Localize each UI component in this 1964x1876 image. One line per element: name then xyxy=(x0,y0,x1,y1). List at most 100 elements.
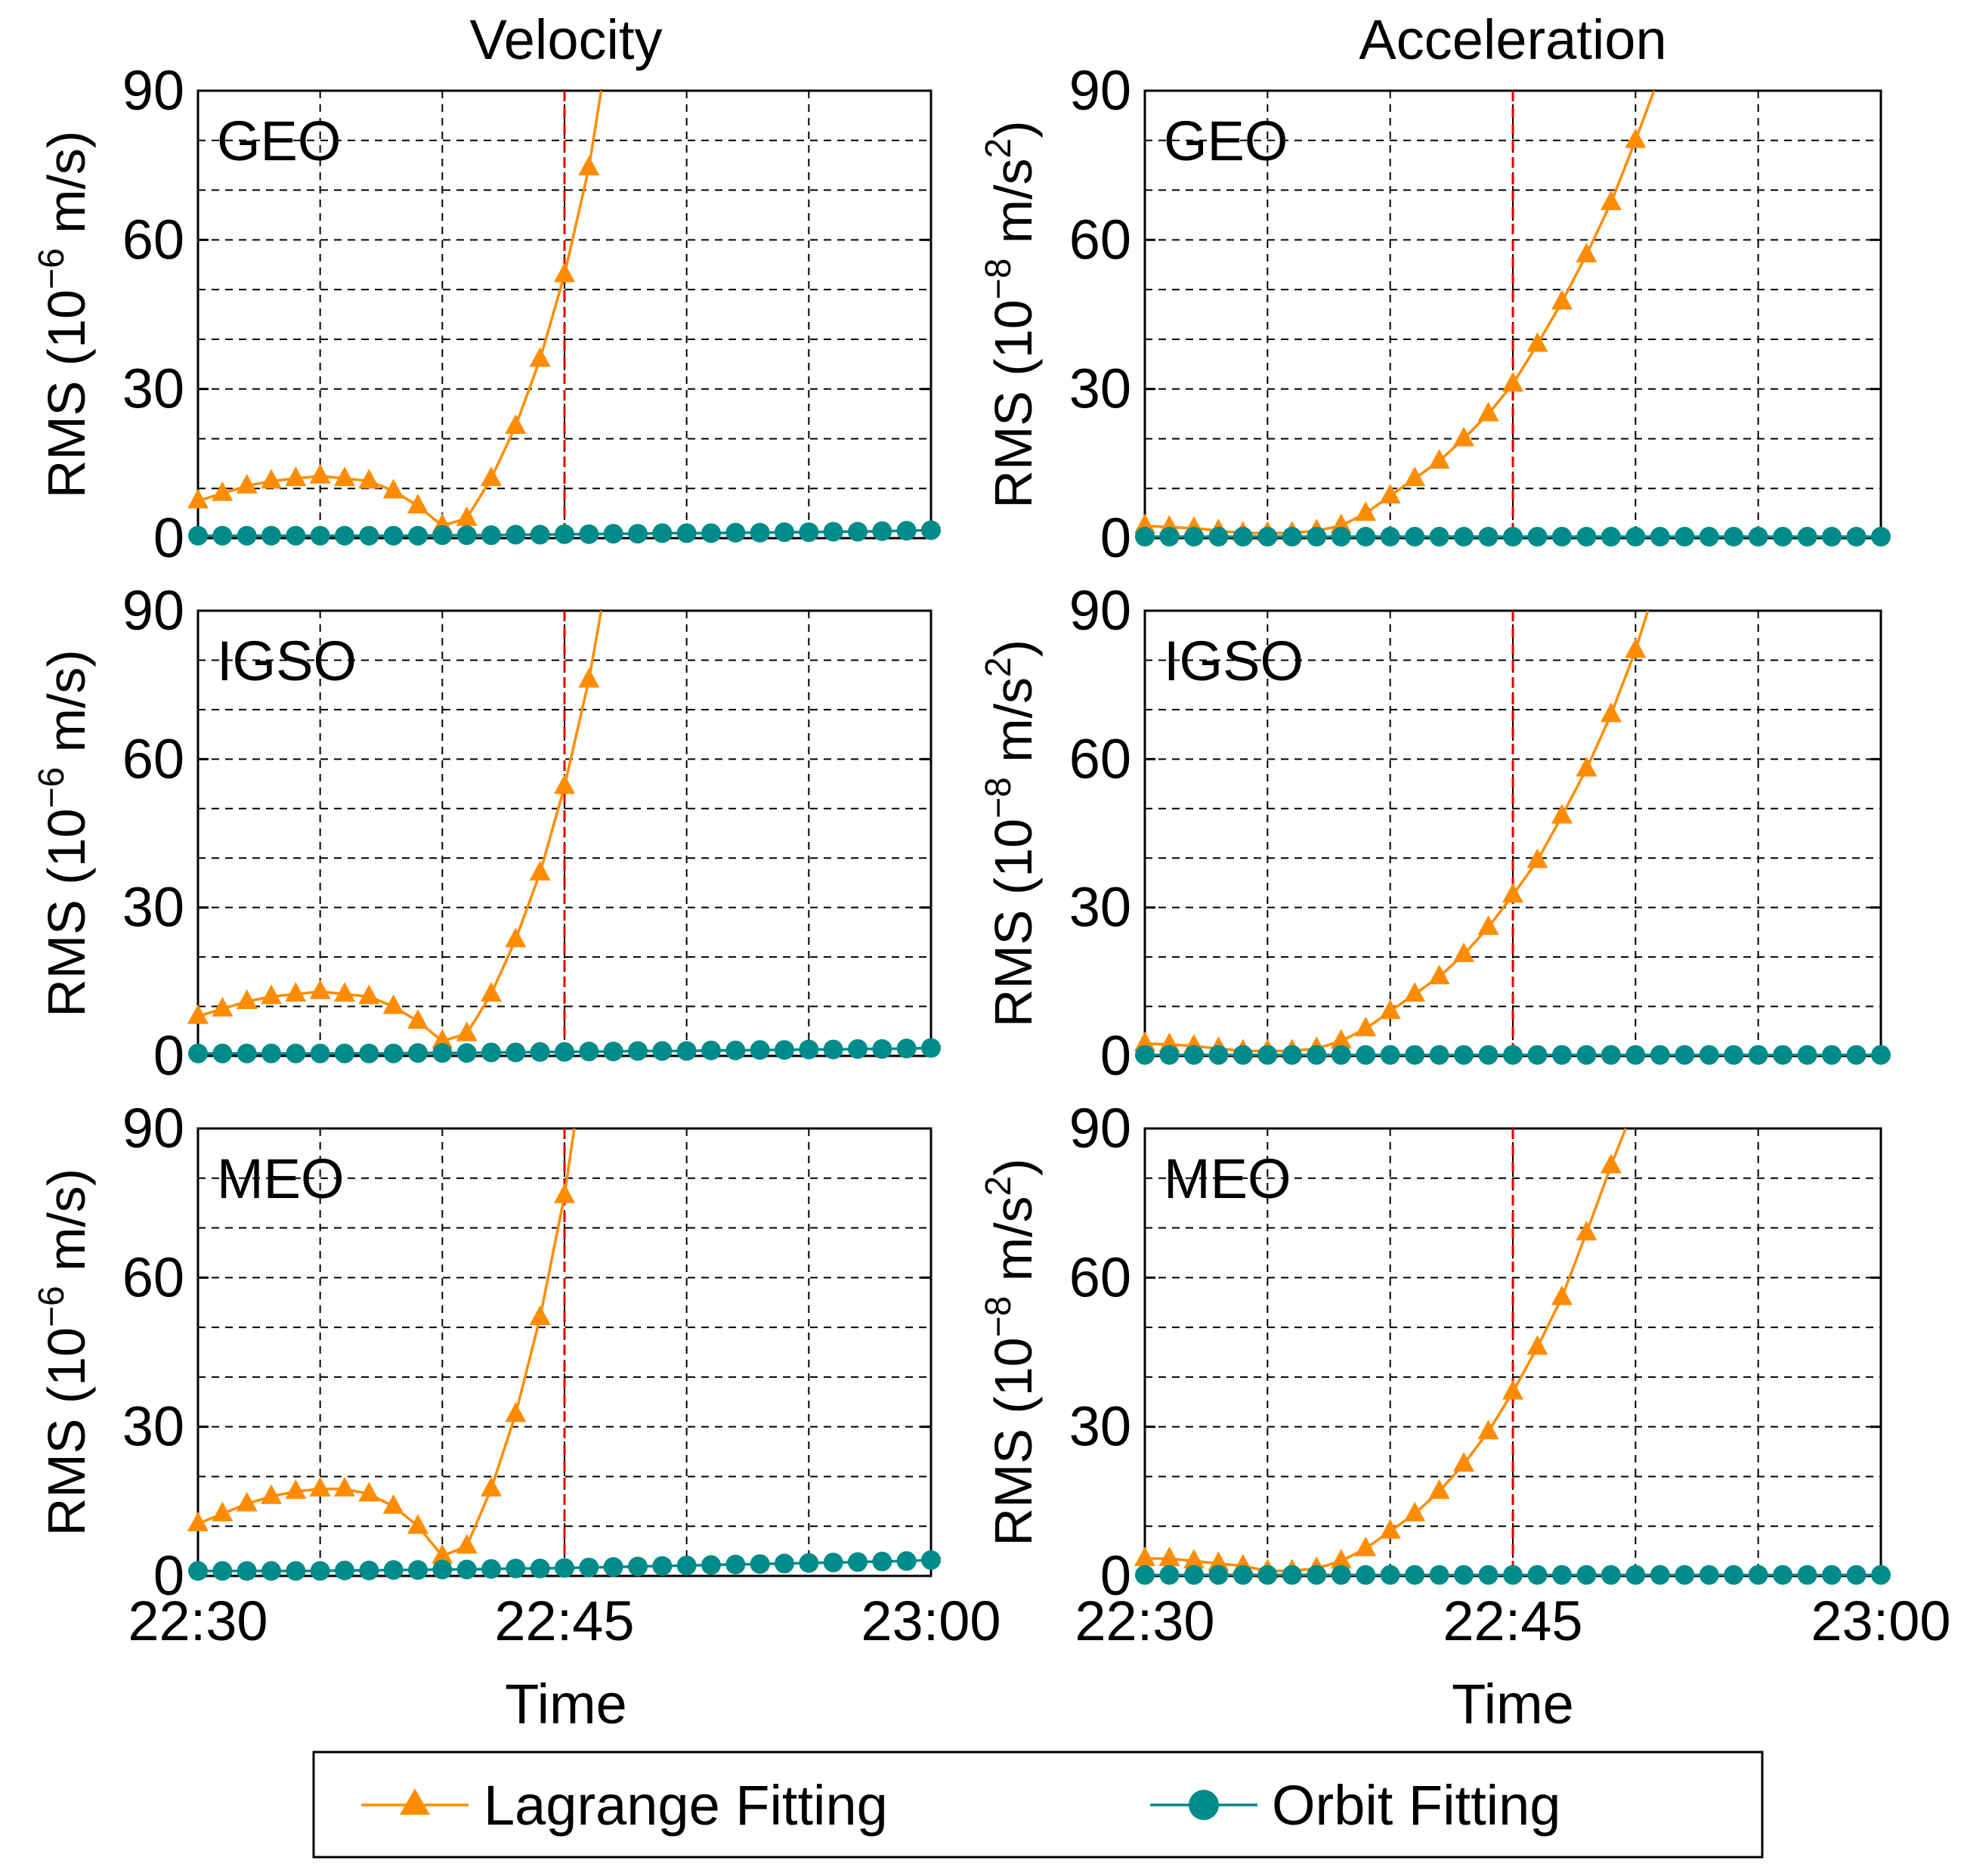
velocity-meo-orbit-point xyxy=(432,1559,453,1580)
velocity-igso-satellite-label: IGSO xyxy=(217,630,357,692)
acceleration-igso-orbit-point xyxy=(1257,1045,1278,1065)
acceleration-meo-lagrange-point xyxy=(1134,1546,1155,1566)
velocity-geo-orbit-point xyxy=(725,522,746,543)
acceleration-geo-ylabel-base: RMS (10 xyxy=(984,299,1043,508)
velocity-meo-orbit-point xyxy=(579,1557,599,1577)
acceleration-geo-lagrange-line xyxy=(1145,91,1656,535)
velocity-geo-orbit-point xyxy=(212,525,233,546)
velocity-geo-ylabel-base: RMS (10 xyxy=(37,289,96,498)
acceleration-igso-lagrange-line xyxy=(1145,611,1650,1053)
acceleration-geo-orbit-point xyxy=(1797,527,1817,547)
legend-box xyxy=(312,1751,1764,1859)
acceleration-igso-orbit-point xyxy=(1650,1045,1670,1065)
velocity-igso-lagrange-point xyxy=(187,1004,209,1024)
x-axis-title-acceleration: Time xyxy=(1452,1673,1574,1735)
acceleration-igso-ylabel-unit-exp: 2 xyxy=(979,657,1019,677)
velocity-geo-ytick-label: 90 xyxy=(122,59,184,122)
column-title-acceleration: Acceleration xyxy=(1359,8,1666,71)
acceleration-meo-ylabel-unit: m/s xyxy=(984,1196,1043,1296)
acceleration-meo-orbit-point xyxy=(1331,1565,1351,1585)
velocity-igso-lagrange-point xyxy=(407,1009,428,1029)
velocity-igso-lagrange-point xyxy=(309,979,331,999)
acceleration-igso-satellite-label: IGSO xyxy=(1164,630,1304,692)
velocity-meo-orbit-point xyxy=(408,1560,428,1580)
acceleration-meo-orbit-point xyxy=(1527,1565,1548,1585)
velocity-igso-lagrange-point xyxy=(505,927,527,948)
acceleration-igso-ylabel: RMS (10−8 m/s2) xyxy=(979,639,1043,1027)
velocity-geo-orbit-point xyxy=(261,525,281,546)
acceleration-geo-lagrange-point xyxy=(1551,289,1573,310)
acceleration-meo-lagrange-point xyxy=(1551,1285,1573,1305)
acceleration-meo-xtick-label: 22:30 xyxy=(1075,1590,1214,1652)
acceleration-geo-ylabel-unit: m/s xyxy=(984,158,1043,258)
velocity-meo-orbit-point xyxy=(383,1560,404,1580)
velocity-igso-lagrange-point xyxy=(578,667,600,688)
velocity-geo-orbit-point xyxy=(432,525,453,546)
acceleration-meo-lagrange-point xyxy=(1526,1335,1548,1355)
acceleration-igso-orbit-point xyxy=(1503,1045,1523,1065)
velocity-meo-orbit-point xyxy=(212,1561,233,1581)
acceleration-igso-orbit-point xyxy=(1380,1045,1400,1065)
acceleration-meo-ytick-label: 30 xyxy=(1069,1395,1131,1458)
acceleration-igso-lagrange-point xyxy=(1355,1017,1377,1037)
acceleration-geo-panel: 0 30 60 90 RMS (10−8 m/s2) GEO xyxy=(979,59,1891,569)
velocity-geo-lagrange-point xyxy=(309,463,331,484)
velocity-geo-orbit-point xyxy=(652,523,673,543)
acceleration-igso-orbit-point xyxy=(1846,1045,1867,1065)
acceleration-igso-orbit-point xyxy=(1699,1045,1719,1065)
velocity-meo-lagrange-point xyxy=(261,1484,282,1504)
velocity-igso-orbit-point xyxy=(335,1043,354,1063)
velocity-igso-orbit-point xyxy=(676,1041,697,1061)
velocity-meo-lagrange-point xyxy=(358,1481,380,1502)
velocity-geo-orbit-point xyxy=(896,521,917,541)
acceleration-geo-ytick-label: 90 xyxy=(1069,59,1131,122)
acceleration-meo-orbit-point xyxy=(1503,1565,1523,1585)
velocity-igso-orbit-point xyxy=(823,1039,843,1060)
acceleration-geo-orbit-point xyxy=(1380,527,1400,547)
velocity-igso-orbit-point xyxy=(652,1041,673,1061)
acceleration-igso-orbit-point xyxy=(1282,1045,1302,1065)
velocity-meo-orbit-point xyxy=(652,1556,673,1576)
velocity-igso-orbit-point xyxy=(506,1042,526,1063)
velocity-meo-orbit-point xyxy=(261,1561,281,1581)
acceleration-geo-orbit-point xyxy=(1183,527,1204,547)
acceleration-igso-orbit-point xyxy=(1724,1045,1744,1065)
velocity-igso-orbit-point xyxy=(603,1042,623,1062)
acceleration-geo-lagrange-point xyxy=(1625,128,1647,148)
velocity-meo-lagrange-point xyxy=(554,1183,575,1203)
acceleration-geo-orbit-point xyxy=(1625,527,1646,547)
acceleration-igso-lagrange-point xyxy=(1404,982,1426,1002)
acceleration-meo-orbit-point xyxy=(1576,1565,1597,1585)
acceleration-meo-orbit-point xyxy=(1675,1565,1695,1585)
velocity-igso-orbit-point xyxy=(725,1040,746,1060)
velocity-igso-orbit-point xyxy=(750,1040,770,1060)
legend-orbit-marker xyxy=(1189,1790,1219,1820)
velocity-igso-ylabel-unit: m/s) xyxy=(37,649,96,767)
acceleration-meo-ylabel-base: RMS (10 xyxy=(984,1337,1043,1546)
velocity-geo-lagrange-point xyxy=(505,414,527,434)
acceleration-geo-lagrange-point xyxy=(1330,513,1352,534)
acceleration-geo-orbit-point xyxy=(1208,527,1229,547)
acceleration-geo-lagrange-point xyxy=(1134,513,1155,534)
acceleration-geo-orbit-point xyxy=(1405,527,1425,547)
acceleration-geo-lagrange-point xyxy=(1576,243,1597,263)
acceleration-igso-orbit-point xyxy=(1551,1045,1572,1065)
velocity-meo-orbit-point xyxy=(848,1552,868,1572)
acceleration-meo-orbit-point xyxy=(1699,1565,1719,1585)
velocity-meo-lagrange-point xyxy=(309,1476,331,1497)
acceleration-igso-orbit-point xyxy=(1159,1045,1180,1065)
velocity-meo-lagrange-point xyxy=(236,1491,258,1512)
acceleration-meo-ylabel-exp: −8 xyxy=(979,1296,1019,1338)
velocity-igso-orbit-point xyxy=(408,1043,428,1063)
acceleration-igso-orbit-point xyxy=(1675,1045,1695,1065)
acceleration-igso-ylabel-unit: m/s xyxy=(984,677,1043,777)
velocity-geo-orbit-point xyxy=(823,522,843,542)
legend-lagrange-marker xyxy=(400,1788,430,1815)
acceleration-igso-orbit-point xyxy=(1183,1045,1204,1065)
velocity-meo-orbit-point xyxy=(725,1554,746,1574)
velocity-igso-orbit-point xyxy=(896,1039,917,1059)
velocity-igso-lagrange-point xyxy=(358,984,380,1005)
acceleration-igso-orbit-point xyxy=(1625,1045,1646,1065)
velocity-geo-lagrange-point xyxy=(334,466,355,487)
acceleration-meo-lagrange-point xyxy=(1502,1379,1523,1400)
